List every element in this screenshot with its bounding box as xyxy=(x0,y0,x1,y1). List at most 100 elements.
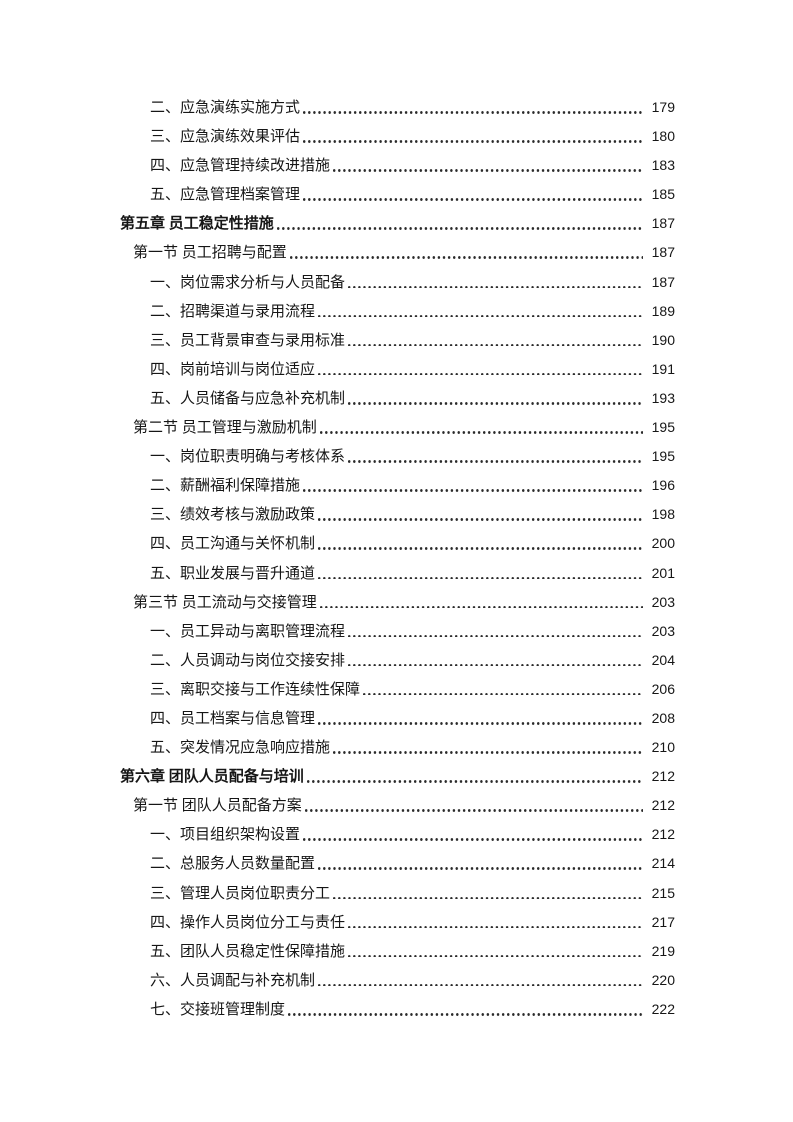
toc-entry[interactable]: 二、薪酬福利保障措施 196 xyxy=(120,471,675,500)
toc-entry-title: 一、岗位需求分析与人员配备 xyxy=(150,274,346,291)
toc-entry[interactable]: 第六章 团队人员配备与培训 212 xyxy=(120,762,675,791)
toc-entry[interactable]: 四、员工档案与信息管理 208 xyxy=(120,704,675,733)
toc-entry-title: 三、离职交接与工作连续性保障 xyxy=(150,681,361,698)
toc-entry-page-number: 187 xyxy=(651,273,675,290)
dot-leader xyxy=(315,966,647,995)
toc-entry-title: 二、薪酬福利保障措施 xyxy=(150,478,301,495)
dot-leader xyxy=(317,413,647,442)
toc-entry[interactable]: 第三节 员工流动与交接管理 203 xyxy=(120,588,675,617)
dot-leader xyxy=(300,122,647,151)
dot-leader xyxy=(345,617,647,646)
toc-entry[interactable]: 三、管理人员岗位职责分工 215 xyxy=(120,879,675,908)
dot-leader xyxy=(274,209,647,238)
toc-entry-title: 三、管理人员岗位职责分工 xyxy=(150,885,331,902)
toc-entry-page-number: 212 xyxy=(651,797,675,814)
toc-entry[interactable]: 四、员工沟通与关怀机制 200 xyxy=(120,529,675,558)
toc-entry-page-number: 183 xyxy=(651,157,675,174)
dot-leader xyxy=(317,588,647,617)
toc-entry[interactable]: 五、人员储备与应急补充机制 193 xyxy=(120,384,675,413)
toc-entry-title: 第五章 员工稳定性措施 xyxy=(120,216,274,233)
toc-entry[interactable]: 三、应急演练效果评估 180 xyxy=(120,122,675,151)
toc-entry[interactable]: 一、员工异动与离职管理流程 203 xyxy=(120,617,675,646)
toc-entry-title: 六、人员调配与补充机制 xyxy=(150,972,316,989)
toc-entry-page-number: 187 xyxy=(651,244,675,261)
toc-entry-page-number: 203 xyxy=(651,622,675,639)
toc-entry-title: 五、职业发展与晋升通道 xyxy=(150,565,316,582)
toc-entry[interactable]: 一、岗位需求分析与人员配备 187 xyxy=(120,268,675,297)
toc-entry-page-number: 200 xyxy=(651,535,675,552)
dot-leader xyxy=(315,355,647,384)
dot-leader xyxy=(315,559,647,588)
toc-entry[interactable]: 四、操作人员岗位分工与责任 217 xyxy=(120,908,675,937)
dot-leader xyxy=(330,151,647,180)
dot-leader xyxy=(315,529,647,558)
toc-entry[interactable]: 第五章 员工稳定性措施 187 xyxy=(120,209,675,238)
toc-entry-page-number: 190 xyxy=(651,331,675,348)
dot-leader xyxy=(360,675,647,704)
toc-entry[interactable]: 二、招聘渠道与录用流程 189 xyxy=(120,297,675,326)
toc-entry-title: 四、操作人员岗位分工与责任 xyxy=(150,914,346,931)
toc-entry-title: 四、员工档案与信息管理 xyxy=(150,710,316,727)
dot-leader xyxy=(345,646,647,675)
toc-entry-page-number: 212 xyxy=(651,826,675,843)
toc-entry-page-number: 210 xyxy=(651,739,675,756)
toc-entry[interactable]: 三、员工背景审查与录用标准 190 xyxy=(120,326,675,355)
toc-entry-title: 四、应急管理持续改进措施 xyxy=(150,158,331,175)
toc-entry[interactable]: 第一节 员工招聘与配置 187 xyxy=(120,238,675,267)
toc-entry[interactable]: 六、人员调配与补充机制 220 xyxy=(120,966,675,995)
toc-entry[interactable]: 第一节 团队人员配备方案 212 xyxy=(120,791,675,820)
toc-entry-page-number: 206 xyxy=(651,680,675,697)
toc-entry[interactable]: 二、总服务人员数量配置 214 xyxy=(120,849,675,878)
toc-entry-page-number: 187 xyxy=(651,215,675,232)
dot-leader xyxy=(345,908,647,937)
toc-entry[interactable]: 三、绩效考核与激励政策 198 xyxy=(120,500,675,529)
dot-leader xyxy=(345,937,647,966)
toc-entry[interactable]: 四、应急管理持续改进措施 183 xyxy=(120,151,675,180)
toc-entry[interactable]: 五、团队人员稳定性保障措施 219 xyxy=(120,937,675,966)
toc-entry-title: 第三节 员工流动与交接管理 xyxy=(133,594,317,611)
toc-entry-page-number: 212 xyxy=(651,768,675,785)
toc-entry[interactable]: 二、人员调动与岗位交接安排 204 xyxy=(120,646,675,675)
toc-entry[interactable]: 一、项目组织架构设置 212 xyxy=(120,820,675,849)
toc-entry-page-number: 198 xyxy=(651,506,675,523)
dot-leader xyxy=(330,879,647,908)
toc-entry-page-number: 214 xyxy=(651,855,675,872)
toc-entry-title: 二、总服务人员数量配置 xyxy=(150,856,316,873)
dot-leader xyxy=(345,442,647,471)
toc-entry-page-number: 220 xyxy=(651,971,675,988)
toc-entry-page-number: 180 xyxy=(651,128,675,145)
toc-entry[interactable]: 二、应急演练实施方式 179 xyxy=(120,93,675,122)
dot-leader xyxy=(300,180,647,209)
toc-entry-page-number: 195 xyxy=(651,448,675,465)
dot-leader xyxy=(345,384,647,413)
dot-leader xyxy=(300,820,647,849)
dot-leader xyxy=(300,93,647,122)
toc-entry[interactable]: 一、岗位职责明确与考核体系 195 xyxy=(120,442,675,471)
toc-entry[interactable]: 五、职业发展与晋升通道 201 xyxy=(120,559,675,588)
dot-leader xyxy=(304,762,647,791)
toc-entry-page-number: 191 xyxy=(651,360,675,377)
toc-entry-page-number: 215 xyxy=(651,884,675,901)
toc-entry-page-number: 208 xyxy=(651,709,675,726)
toc-entry-page-number: 189 xyxy=(651,302,675,319)
toc-entry-page-number: 185 xyxy=(651,186,675,203)
toc-entry[interactable]: 五、应急管理档案管理 185 xyxy=(120,180,675,209)
toc-entry-title: 第一节 团队人员配备方案 xyxy=(133,798,302,815)
toc-entry-title: 四、员工沟通与关怀机制 xyxy=(150,536,316,553)
toc-entry[interactable]: 七、交接班管理制度 222 xyxy=(120,995,675,1024)
toc-entry-page-number: 204 xyxy=(651,651,675,668)
toc-entry-title: 第六章 团队人员配备与培训 xyxy=(120,769,304,786)
toc-list: 二、应急演练实施方式 179 三、应急演练效果评估 180 四、应急管理持续改进… xyxy=(120,93,675,1024)
toc-entry[interactable]: 五、突发情况应急响应措施 210 xyxy=(120,733,675,762)
toc-entry[interactable]: 三、离职交接与工作连续性保障 206 xyxy=(120,675,675,704)
toc-entry-page-number: 195 xyxy=(651,419,675,436)
toc-entry[interactable]: 第二节 员工管理与激励机制 195 xyxy=(120,413,675,442)
toc-entry-page-number: 222 xyxy=(651,1000,675,1017)
toc-entry[interactable]: 四、岗前培训与岗位适应 191 xyxy=(120,355,675,384)
dot-leader xyxy=(315,500,647,529)
dot-leader xyxy=(300,471,647,500)
toc-entry-title: 四、岗前培训与岗位适应 xyxy=(150,361,316,378)
toc-entry-title: 五、人员储备与应急补充机制 xyxy=(150,390,346,407)
toc-entry-title: 一、岗位职责明确与考核体系 xyxy=(150,449,346,466)
toc-entry-title: 五、团队人员稳定性保障措施 xyxy=(150,943,346,960)
